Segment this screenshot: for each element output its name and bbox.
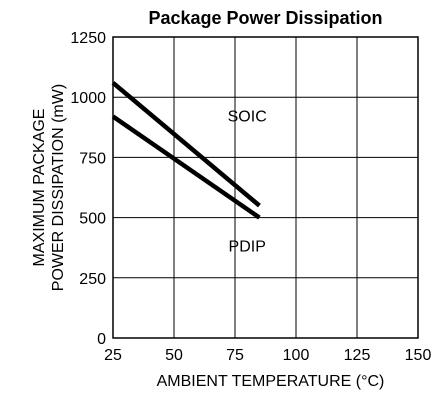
chart-title: Package Power Dissipation [148, 8, 382, 28]
grid [113, 37, 418, 338]
series-label-soic: SOIC [228, 108, 267, 125]
x-tick-label-50: 50 [165, 347, 183, 364]
y-tick-label-250: 250 [79, 271, 106, 288]
x-tick-label-25: 25 [104, 347, 122, 364]
y-axis-label: MAXIMUM PACKAGE POWER DISSIPATION (mW) [31, 84, 67, 291]
x-tick-label-100: 100 [283, 347, 310, 364]
plot-frame [112, 36, 419, 339]
y-tick-label-1250: 1250 [70, 30, 106, 47]
series-label-pdip: PDIP [229, 238, 266, 255]
series-lines [111, 81, 261, 220]
x-tick-label-150: 150 [405, 347, 432, 364]
x-tick-labels: 25 50 75 100 125 150 [104, 347, 431, 364]
y-tick-label-750: 750 [79, 150, 106, 167]
y-tick-label-1000: 1000 [70, 90, 106, 107]
y-axis-label-line-1: MAXIMUM PACKAGE [31, 109, 48, 267]
x-tick-label-75: 75 [226, 347, 244, 364]
x-axis-label: AMBIENT TEMPERATURE (°C) [157, 373, 385, 390]
series-labels: SOIC PDIP [228, 108, 267, 255]
x-tick-label-125: 125 [344, 347, 371, 364]
y-axis-label-line-2: POWER DISSIPATION (mW) [50, 84, 67, 291]
y-tick-labels: 0 250 500 750 1000 1250 [70, 30, 106, 348]
series-line-soic [111, 81, 261, 208]
series-line-pdip [111, 114, 261, 220]
y-tick-label-500: 500 [79, 211, 106, 228]
y-tick-label-0: 0 [97, 331, 106, 348]
